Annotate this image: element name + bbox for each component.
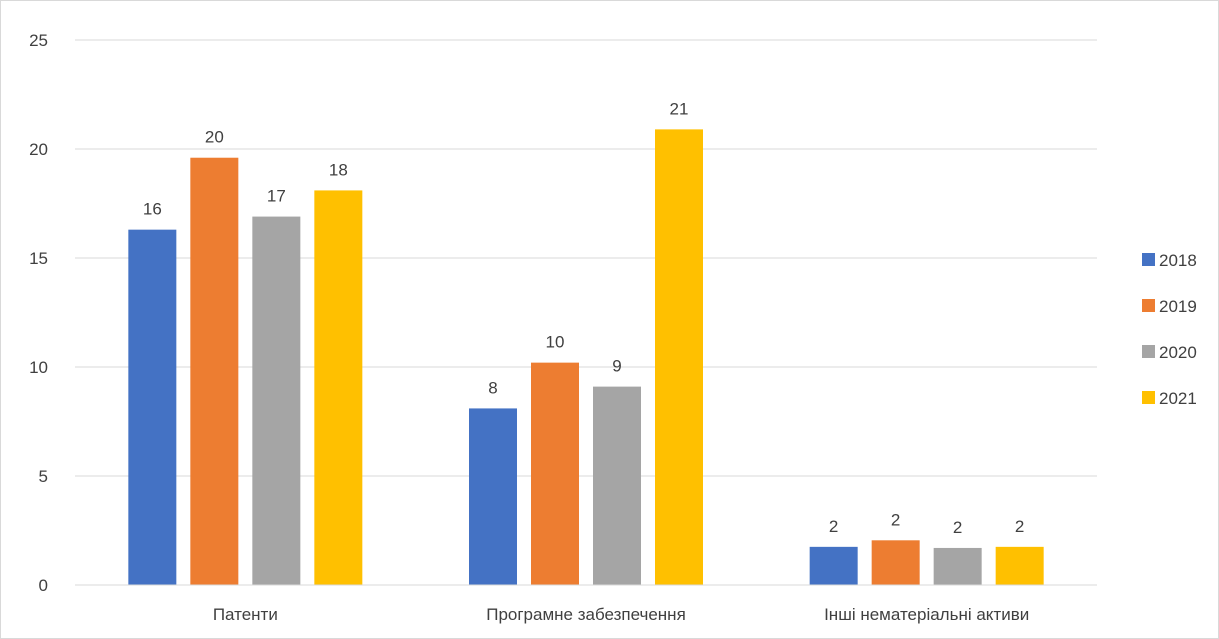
data-label-2018-3: 2 [829, 517, 838, 536]
y-tick-label: 10 [29, 358, 48, 377]
bar-2020-2 [593, 386, 641, 585]
data-label-2019-1: 20 [205, 128, 224, 147]
legend-swatch-2020 [1142, 345, 1155, 358]
gridlines [75, 39, 1097, 477]
data-label-2019-2: 10 [546, 333, 565, 352]
data-label-2018-2: 8 [488, 378, 497, 397]
legend-swatch-2021 [1142, 391, 1155, 404]
legend-label-2019: 2019 [1159, 297, 1197, 316]
x-category-label: Інші нематеріальні активи [824, 605, 1029, 624]
bar-2018-2 [469, 408, 517, 585]
bars [128, 129, 1044, 586]
y-tick-label: 0 [39, 576, 48, 595]
data-label-2021-2: 21 [670, 99, 689, 118]
y-axis-ticks: 0 5 10 15 20 25 [29, 31, 48, 595]
bar-2020-3 [933, 547, 982, 585]
data-label-2021-1: 18 [329, 160, 348, 179]
bar-2019-3 [871, 540, 920, 585]
bar-2021-1 [314, 190, 363, 586]
data-label-2019-3: 2 [891, 510, 900, 529]
data-labels: 16 20 17 18 8 10 9 21 2 2 2 2 [143, 99, 1025, 537]
bar-2021-3 [995, 546, 1044, 585]
bar-2019-1 [190, 157, 239, 585]
y-tick-label: 5 [39, 467, 48, 486]
data-label-2020-2: 9 [612, 357, 621, 376]
bar-2018-3 [809, 546, 858, 585]
y-tick-label: 25 [29, 31, 48, 50]
data-label-2021-3: 2 [1015, 517, 1024, 536]
x-axis: Патенти Програмне забезпечення Інші немате… [75, 584, 1097, 624]
legend-swatch-2018 [1142, 253, 1155, 266]
y-tick-label: 20 [29, 140, 48, 159]
legend-label-2021: 2021 [1159, 389, 1197, 408]
bar-2021-2 [655, 129, 703, 585]
bar-2018-1 [128, 229, 177, 585]
data-label-2020-3: 2 [953, 518, 962, 537]
x-category-label: Патенти [213, 605, 278, 624]
legend-label-2018: 2018 [1159, 251, 1197, 270]
x-category-label: Програмне забезпечення [486, 605, 686, 624]
data-label-2018-1: 16 [143, 200, 162, 219]
bar-2020-1 [252, 216, 301, 585]
legend-swatch-2019 [1142, 299, 1155, 312]
data-label-2020-1: 17 [267, 187, 286, 206]
y-tick-label: 15 [29, 249, 48, 268]
legend-label-2020: 2020 [1159, 343, 1197, 362]
bar-2019-2 [531, 362, 579, 585]
legend: 2018 2019 2020 2021 [1142, 251, 1197, 408]
